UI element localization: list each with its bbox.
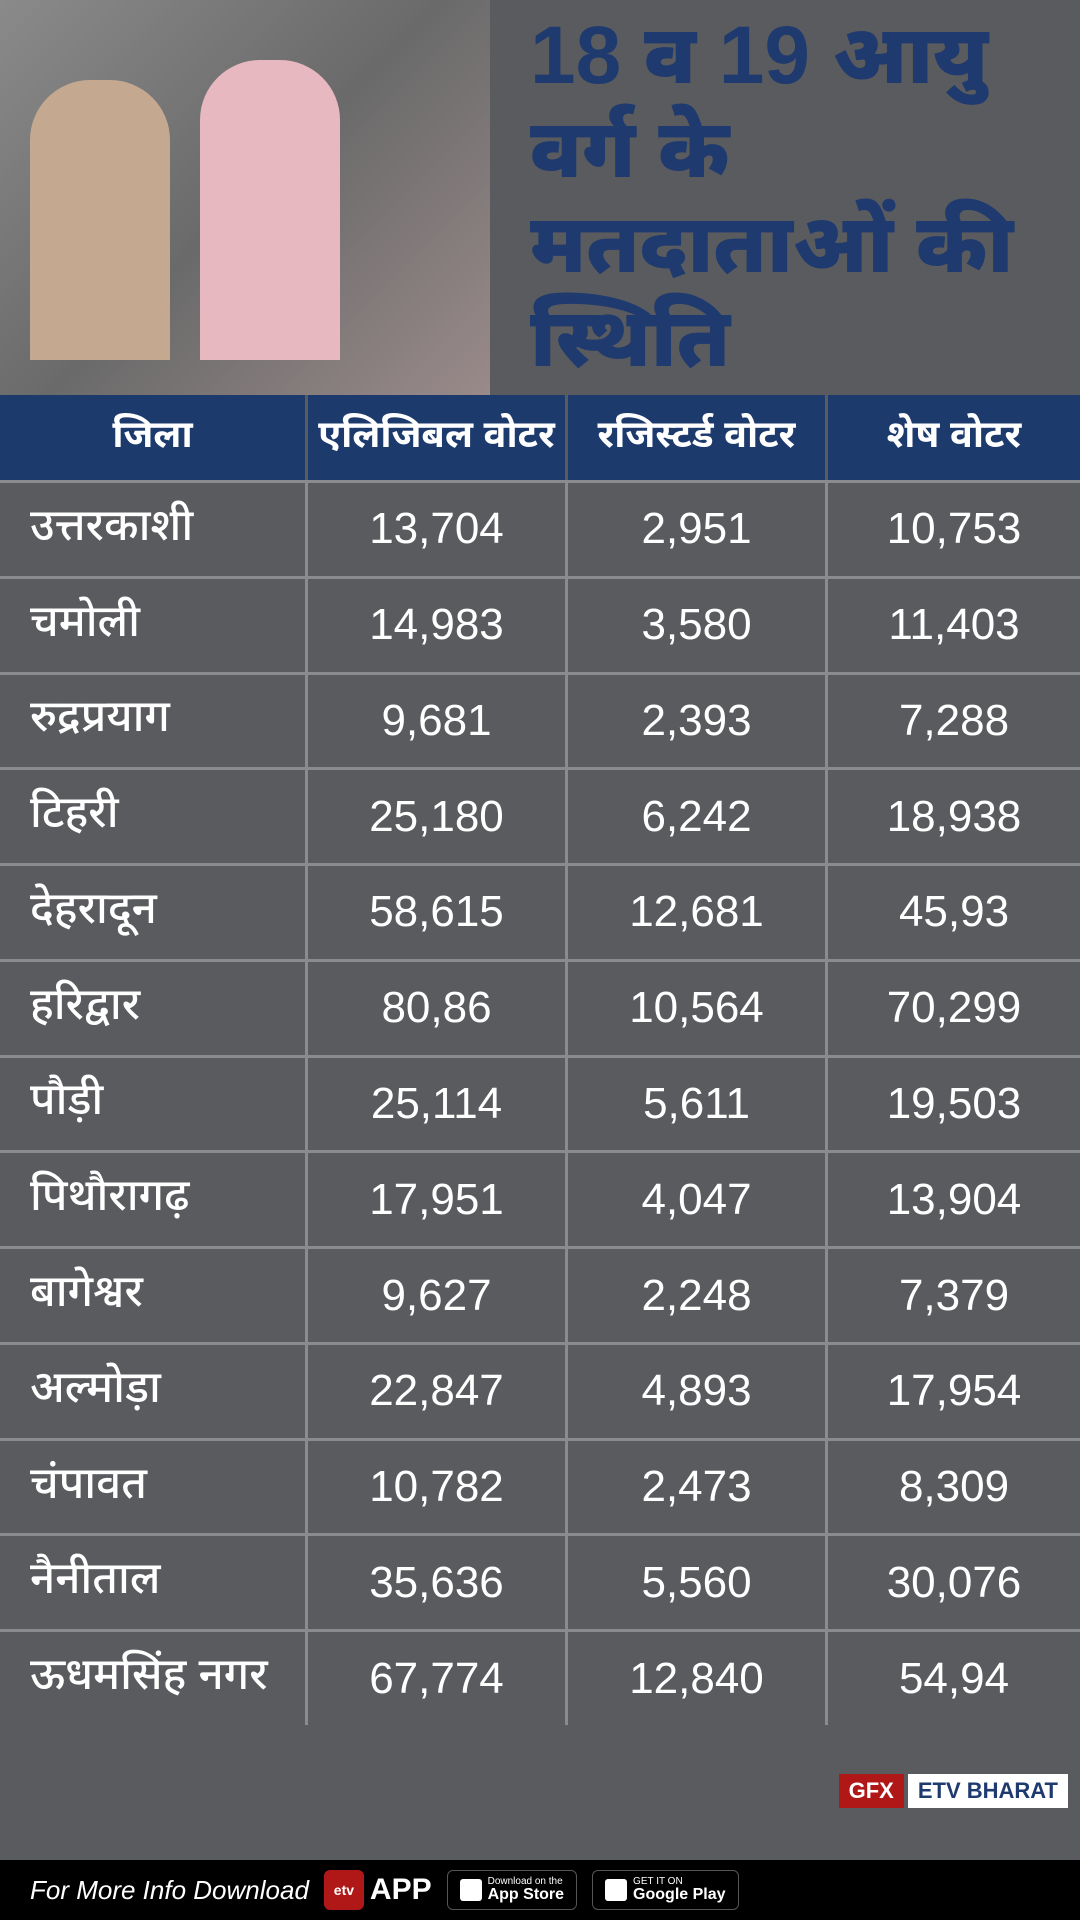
bottom-spacer: GFX ETV BHARAT — [0, 1725, 1080, 1860]
table-cell: 4,047 — [568, 1153, 828, 1246]
table-row: नैनीताल35,6365,56030,076 — [0, 1533, 1080, 1629]
table-cell: 10,753 — [828, 483, 1080, 576]
table-cell: 3,580 — [568, 579, 828, 672]
table-cell: 25,114 — [308, 1058, 568, 1151]
app-store-badge[interactable]: Download on the App Store — [447, 1870, 577, 1910]
table-cell: 54,94 — [828, 1632, 1080, 1725]
google-play-big: Google Play — [633, 1887, 725, 1903]
voter-table: जिला एलिजिबल वोटर रजिस्टर्ड वोटर शेष वोट… — [0, 395, 1080, 1725]
table-cell: अल्मोड़ा — [0, 1345, 308, 1438]
table-row: चंपावत10,7822,4738,309 — [0, 1438, 1080, 1534]
source-badge-group: GFX ETV BHARAT — [839, 1774, 1068, 1808]
table-cell: 7,288 — [828, 675, 1080, 768]
table-cell: 12,681 — [568, 866, 828, 959]
column-header-registered: रजिस्टर्ड वोटर — [568, 395, 828, 480]
table-cell: 67,774 — [308, 1632, 568, 1725]
table-cell: 5,611 — [568, 1058, 828, 1151]
table-cell: 6,242 — [568, 770, 828, 863]
table-cell: हरिद्वार — [0, 962, 308, 1055]
table-cell: 14,983 — [308, 579, 568, 672]
table-cell: 30,076 — [828, 1536, 1080, 1629]
table-cell: देहरादून — [0, 866, 308, 959]
table-cell: चमोली — [0, 579, 308, 672]
table-cell: बागेश्वर — [0, 1249, 308, 1342]
table-cell: 22,847 — [308, 1345, 568, 1438]
table-cell: 5,560 — [568, 1536, 828, 1629]
gfx-badge: GFX — [839, 1774, 904, 1808]
table-row: ऊधमसिंह नगर67,77412,84054,94 — [0, 1629, 1080, 1725]
table-cell: 13,704 — [308, 483, 568, 576]
table-cell: 7,379 — [828, 1249, 1080, 1342]
table-cell: 45,93 — [828, 866, 1080, 959]
table-cell: 8,309 — [828, 1441, 1080, 1534]
table-cell: 10,564 — [568, 962, 828, 1055]
table-cell: टिहरी — [0, 770, 308, 863]
table-row: देहरादून58,61512,68145,93 — [0, 863, 1080, 959]
page-title: 18 व 19 आयु वर्ग के मतदाताओं की स्थिति — [530, 9, 1040, 386]
table-cell: 80,86 — [308, 962, 568, 1055]
table-cell: 11,403 — [828, 579, 1080, 672]
table-cell: रुद्रप्रयाग — [0, 675, 308, 768]
footer-text: For More Info Download — [30, 1875, 309, 1906]
table-row: बागेश्वर9,6272,2487,379 — [0, 1246, 1080, 1342]
table-cell: 4,893 — [568, 1345, 828, 1438]
app-store-text: Download on the App Store — [488, 1877, 564, 1903]
etv-bharat-badge: ETV BHARAT — [908, 1774, 1068, 1808]
table-cell: 35,636 — [308, 1536, 568, 1629]
header-title-wrap: 18 व 19 आयु वर्ग के मतदाताओं की स्थिति — [490, 0, 1080, 395]
app-badge: etv APP — [324, 1870, 432, 1910]
table-cell: 12,840 — [568, 1632, 828, 1725]
table-cell: 9,681 — [308, 675, 568, 768]
table-cell: उत्तरकाशी — [0, 483, 308, 576]
table-row: टिहरी25,1806,24218,938 — [0, 767, 1080, 863]
table-cell: 9,627 — [308, 1249, 568, 1342]
etv-app-icon: etv — [324, 1870, 364, 1910]
table-header-row: जिला एलिजिबल वोटर रजिस्टर्ड वोटर शेष वोट… — [0, 395, 1080, 480]
table-cell: 17,954 — [828, 1345, 1080, 1438]
table-cell: 70,299 — [828, 962, 1080, 1055]
header-image — [0, 0, 490, 395]
table-cell: 18,938 — [828, 770, 1080, 863]
google-play-text: GET IT ON Google Play — [633, 1877, 725, 1903]
column-header-eligible: एलिजिबल वोटर — [308, 395, 568, 480]
table-cell: पौड़ी — [0, 1058, 308, 1151]
table-row: पौड़ी25,1145,61119,503 — [0, 1055, 1080, 1151]
table-cell: नैनीताल — [0, 1536, 308, 1629]
table-cell: 2,248 — [568, 1249, 828, 1342]
table-cell: पिथौरागढ़ — [0, 1153, 308, 1246]
table-cell: 10,782 — [308, 1441, 568, 1534]
table-cell: ऊधमसिंह नगर — [0, 1632, 308, 1725]
table-cell: चंपावत — [0, 1441, 308, 1534]
table-cell: 58,615 — [308, 866, 568, 959]
column-header-district: जिला — [0, 395, 308, 480]
table-row: पिथौरागढ़17,9514,04713,904 — [0, 1150, 1080, 1246]
google-play-badge[interactable]: GET IT ON Google Play — [592, 1870, 738, 1910]
table-cell: 17,951 — [308, 1153, 568, 1246]
table-row: उत्तरकाशी13,7042,95110,753 — [0, 480, 1080, 576]
app-label: APP — [370, 1873, 432, 1907]
google-play-icon — [605, 1879, 627, 1901]
table-cell: 13,904 — [828, 1153, 1080, 1246]
header-section: 18 व 19 आयु वर्ग के मतदाताओं की स्थिति — [0, 0, 1080, 395]
table-row: रुद्रप्रयाग9,6812,3937,288 — [0, 672, 1080, 768]
table-row: हरिद्वार80,8610,56470,299 — [0, 959, 1080, 1055]
table-row: अल्मोड़ा22,8474,89317,954 — [0, 1342, 1080, 1438]
table-cell: 2,393 — [568, 675, 828, 768]
app-store-big: App Store — [488, 1887, 564, 1903]
footer-bar: For More Info Download etv APP Download … — [0, 1860, 1080, 1920]
table-body: उत्तरकाशी13,7042,95110,753चमोली14,9833,5… — [0, 480, 1080, 1725]
column-header-remaining: शेष वोटर — [828, 395, 1080, 480]
apple-icon — [460, 1879, 482, 1901]
table-cell: 25,180 — [308, 770, 568, 863]
table-row: चमोली14,9833,58011,403 — [0, 576, 1080, 672]
table-cell: 2,951 — [568, 483, 828, 576]
infographic-container: 18 व 19 आयु वर्ग के मतदाताओं की स्थिति ज… — [0, 0, 1080, 1920]
table-cell: 19,503 — [828, 1058, 1080, 1151]
table-cell: 2,473 — [568, 1441, 828, 1534]
